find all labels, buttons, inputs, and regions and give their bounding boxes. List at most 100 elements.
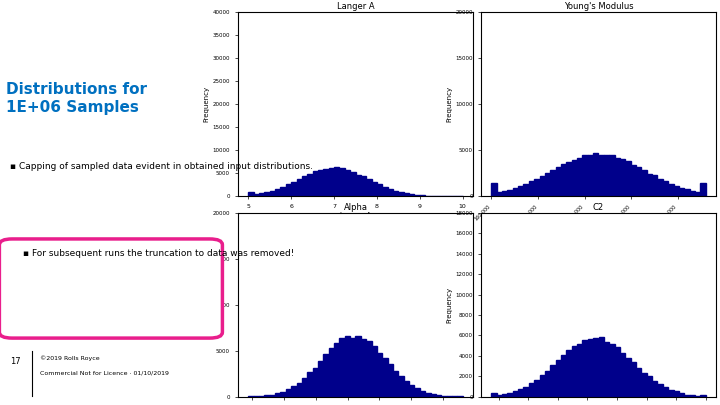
Bar (572, 160, 577, 196)
Bar (679, 393, 684, 397)
Text: ▪ For subsequent runs the truncation to data was removed!: ▪ For subsequent runs the truncation to … (23, 249, 294, 258)
Bar (350, 172, 356, 196)
Bar (270, 190, 275, 196)
Bar (281, 392, 286, 397)
Bar (248, 192, 253, 196)
Bar (604, 155, 609, 196)
Bar (248, 396, 253, 397)
Bar (387, 364, 393, 397)
Bar (625, 358, 631, 397)
Text: Commercial Not for Licence · 01/10/2019: Commercial Not for Licence · 01/10/2019 (40, 371, 169, 376)
Bar (264, 395, 270, 397)
Text: RR: RR (31, 38, 53, 53)
Bar (567, 350, 572, 397)
Bar (556, 167, 561, 196)
Bar (436, 395, 441, 397)
Bar (615, 347, 620, 397)
Bar (545, 371, 550, 397)
Bar (339, 338, 345, 397)
Bar (366, 341, 372, 397)
Bar (663, 387, 668, 397)
Bar (545, 173, 550, 196)
Bar (588, 339, 593, 397)
Bar (631, 362, 636, 397)
Bar (318, 170, 323, 196)
Bar (329, 168, 334, 196)
Bar (528, 181, 534, 196)
Text: 17: 17 (10, 357, 21, 366)
Bar (657, 179, 663, 196)
Bar (582, 155, 588, 196)
Bar (593, 338, 598, 397)
Bar (690, 395, 695, 397)
Bar (259, 194, 264, 196)
Bar (497, 192, 502, 196)
Bar (356, 175, 361, 196)
Bar (647, 376, 652, 397)
Bar (312, 171, 318, 196)
Bar (673, 186, 679, 196)
Bar (652, 381, 657, 397)
Bar (339, 168, 345, 196)
Bar (275, 190, 281, 196)
Bar (329, 348, 334, 397)
Bar (420, 391, 426, 397)
Bar (695, 192, 701, 196)
Bar (491, 183, 497, 196)
Text: ▪ Capping of sampled data evident in obtained input distributions.: ▪ Capping of sampled data evident in obt… (10, 162, 313, 171)
Bar (631, 165, 636, 196)
Text: ROLLS: ROLLS (32, 27, 52, 32)
Bar (673, 391, 679, 397)
Bar (366, 179, 372, 196)
Bar (426, 393, 431, 397)
Bar (441, 396, 446, 397)
Title: C2: C2 (593, 203, 604, 212)
Bar (431, 394, 436, 397)
Bar (377, 353, 382, 397)
Bar (593, 153, 598, 196)
Y-axis label: Frequency: Frequency (446, 86, 453, 122)
Bar (518, 389, 523, 397)
Bar (307, 174, 312, 196)
Bar (291, 182, 297, 196)
Bar (636, 167, 642, 196)
Bar (528, 383, 534, 397)
Bar (361, 339, 366, 397)
Bar (701, 395, 706, 397)
Bar (398, 192, 404, 196)
Bar (393, 371, 398, 397)
Bar (539, 375, 545, 397)
Bar (598, 155, 604, 196)
Bar (508, 190, 513, 196)
Bar (534, 380, 539, 397)
Bar (302, 177, 307, 196)
Title: Young's Modulus: Young's Modulus (564, 2, 634, 11)
Bar (334, 167, 339, 196)
Bar (286, 184, 291, 196)
Bar (404, 381, 409, 397)
Bar (561, 355, 567, 397)
Bar (491, 392, 497, 397)
Y-axis label: Frequency: Frequency (204, 86, 210, 122)
Text: ©2019 Rolls Royce: ©2019 Rolls Royce (40, 355, 100, 361)
Bar (323, 169, 329, 196)
Bar (415, 388, 420, 397)
Bar (695, 396, 701, 397)
Bar (523, 386, 528, 397)
Bar (647, 174, 652, 196)
Bar (345, 337, 350, 397)
Bar (286, 389, 291, 397)
Bar (679, 188, 684, 196)
Bar (518, 186, 523, 196)
Bar (377, 184, 382, 196)
Bar (652, 175, 657, 196)
Bar (452, 396, 457, 397)
Bar (588, 155, 593, 196)
Bar (350, 337, 356, 397)
X-axis label: E, MPa: E, MPa (587, 225, 610, 231)
Bar (690, 191, 695, 196)
Bar (615, 158, 620, 196)
Bar (642, 373, 647, 397)
Bar (281, 187, 286, 196)
Bar (513, 188, 518, 196)
